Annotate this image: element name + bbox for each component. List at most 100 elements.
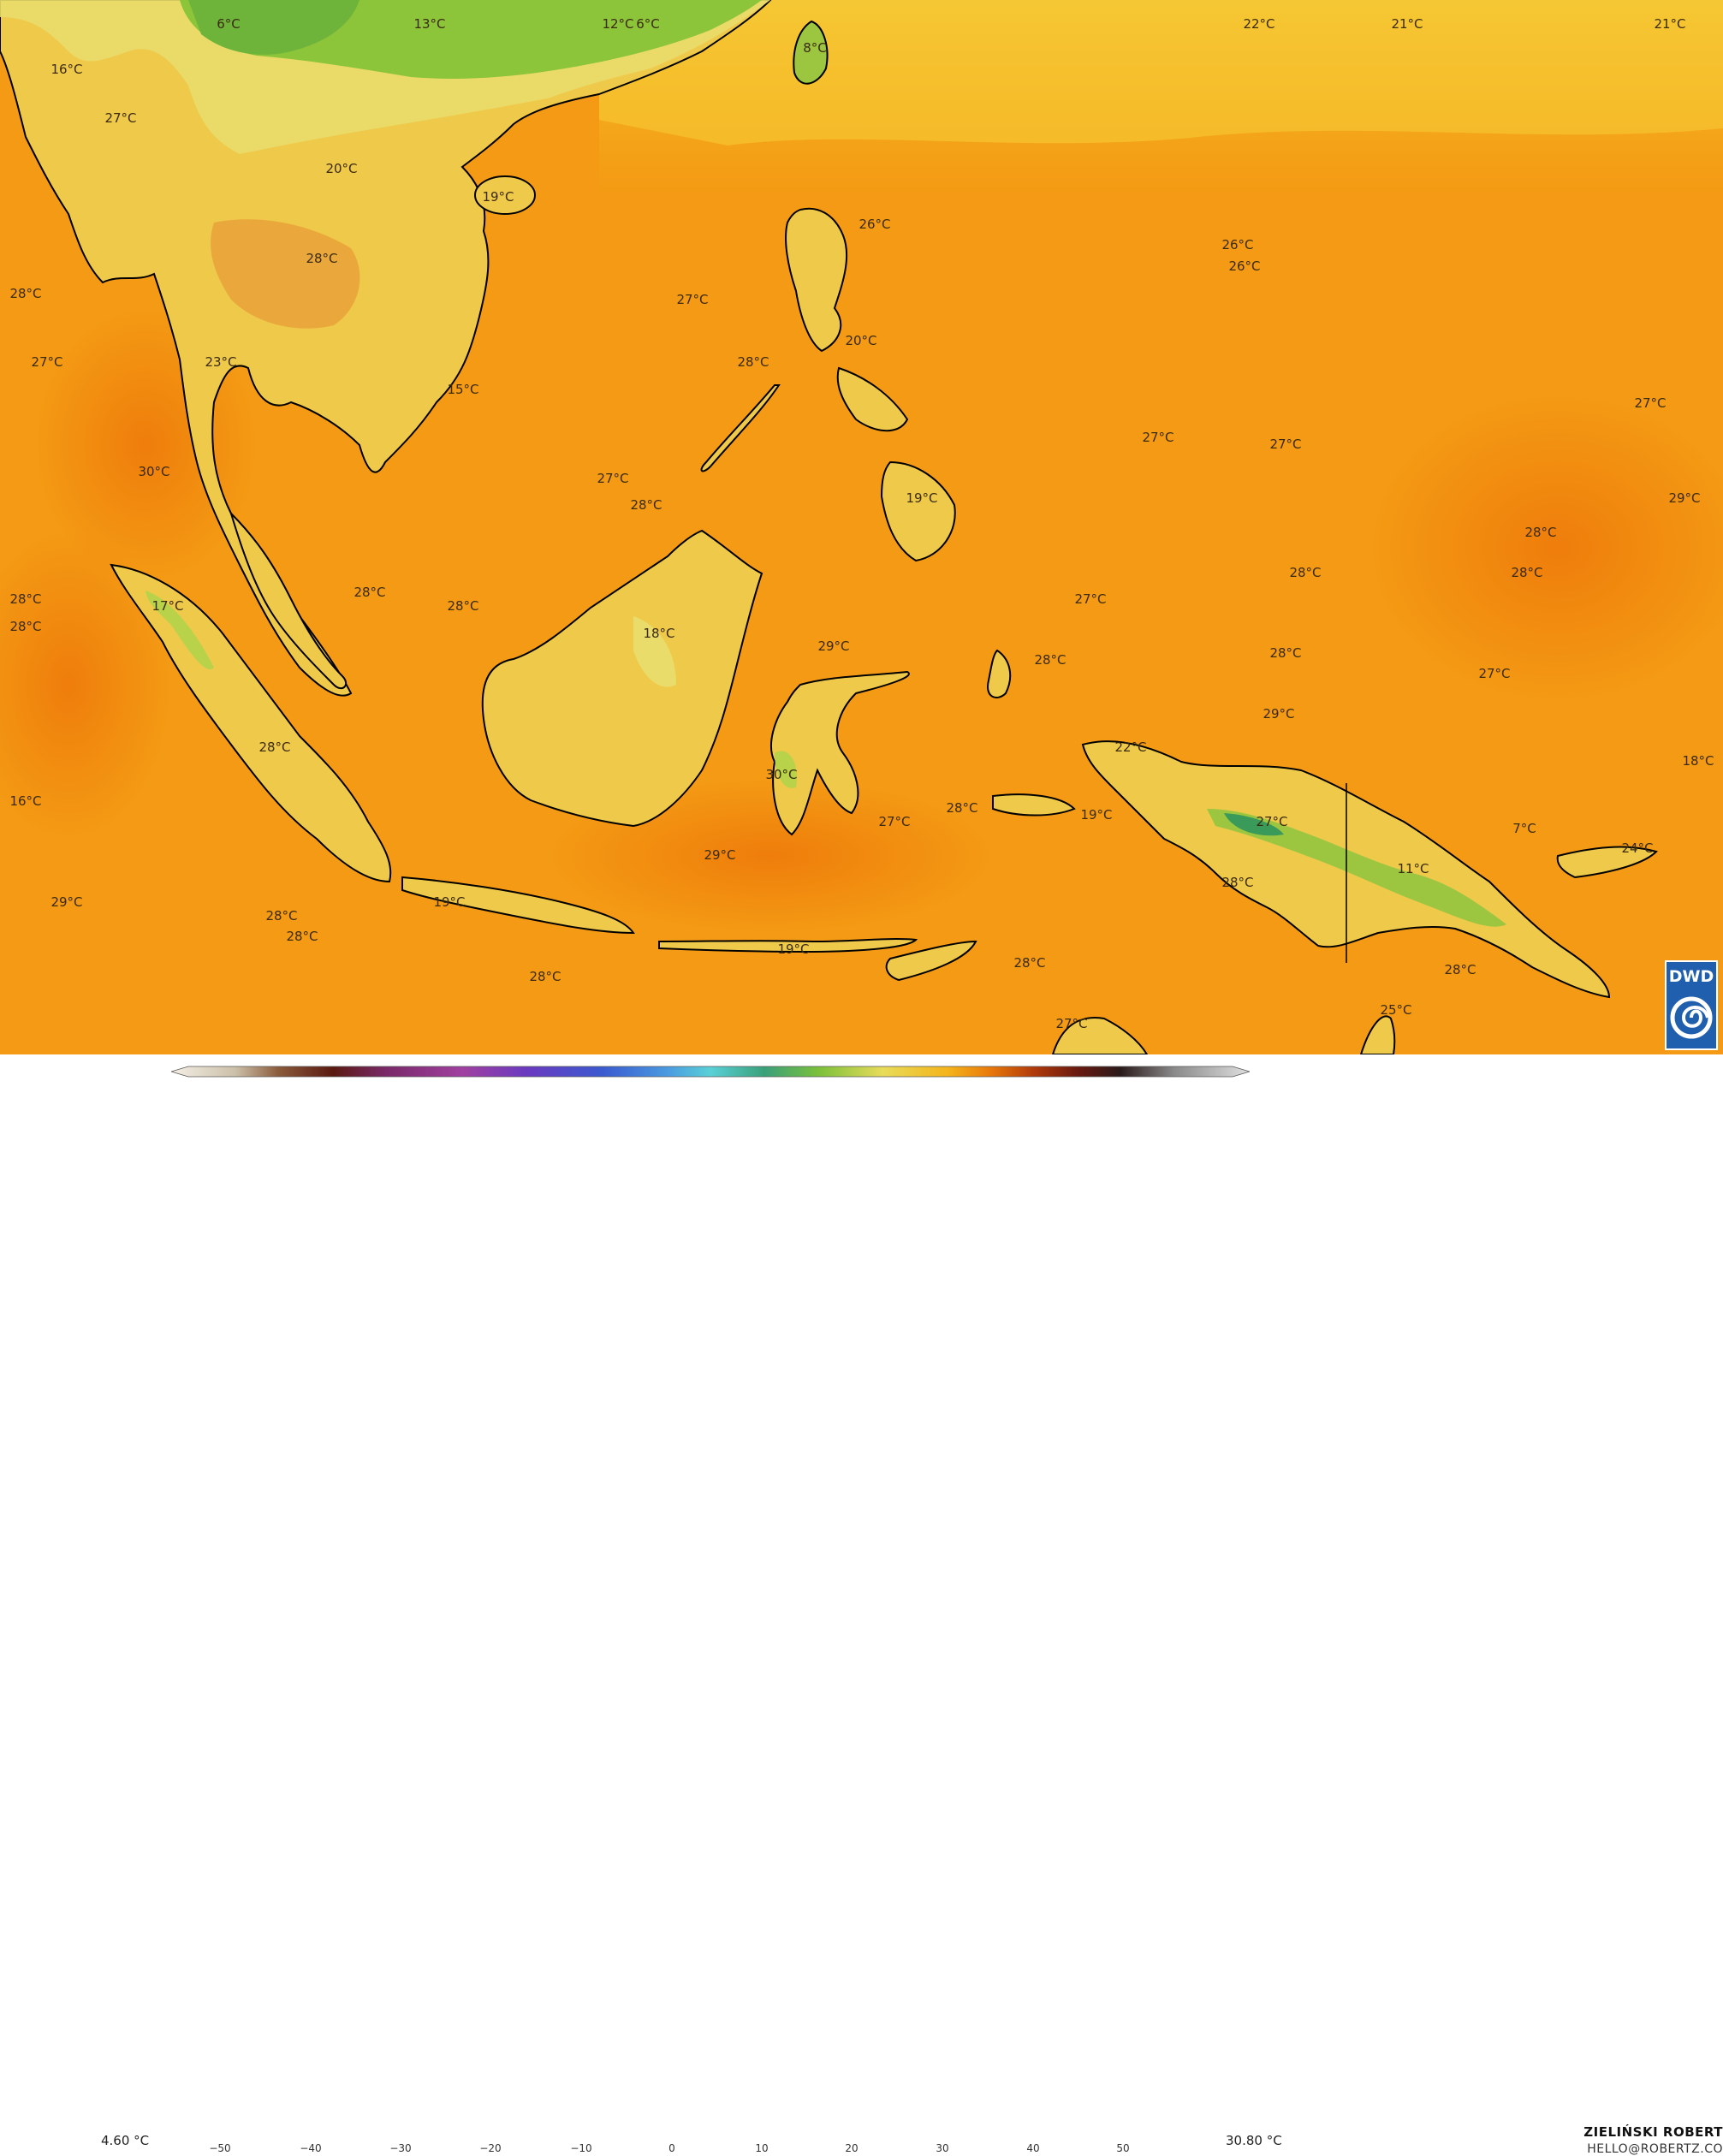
land-yunnan-green — [188, 0, 359, 55]
land-visayas — [836, 366, 909, 432]
land-java — [401, 876, 635, 935]
temperature-label: 12°C — [602, 16, 634, 32]
temperature-label: 26°C — [859, 217, 891, 232]
temperature-label: 29°C — [704, 847, 736, 863]
land-timor — [885, 940, 977, 982]
temperature-label: 28°C — [9, 619, 42, 634]
temperature-label: 15°C — [447, 382, 479, 397]
temperature-label: 22°C — [1114, 739, 1147, 755]
temperature-label: 28°C — [1034, 652, 1066, 668]
temperature-label: 27°C — [1478, 666, 1511, 681]
warm-spot-west — [0, 531, 171, 839]
land-hainan — [474, 175, 536, 215]
colorbar — [171, 1066, 1250, 1078]
author-email: HELLO@ROBERTZ.CO — [1587, 2142, 1723, 2156]
colorbar-tick: 0 — [668, 2142, 675, 2154]
temperature-label: 20°C — [845, 333, 877, 348]
temperature-label: 13°C — [413, 16, 446, 32]
temperature-label: 11°C — [1397, 861, 1429, 876]
temperature-label: 8°C — [803, 40, 827, 56]
temperature-label: 26°C — [1228, 258, 1261, 274]
land-luzon — [785, 207, 848, 353]
dwd-swirl-icon — [1670, 996, 1713, 1039]
north-pacific-band-2 — [599, 0, 1723, 146]
land-halmahera — [987, 649, 1012, 698]
land-taiwan — [793, 20, 829, 85]
colorbar-tick: 40 — [1026, 2142, 1040, 2154]
colorbar-tick: −40 — [300, 2142, 322, 2154]
temperature-label: 28°C — [258, 739, 291, 755]
colorbar-min-label: 4.60 °C — [101, 2133, 150, 2148]
land-sumatra — [110, 563, 392, 883]
land-mainland-asia — [0, 0, 772, 697]
colorbar-tick: −20 — [479, 2142, 502, 2154]
temperature-label: 27°C — [1634, 395, 1667, 411]
land-lesser-sunda — [658, 938, 918, 953]
temperature-label: 26°C — [1221, 237, 1254, 252]
land-australia-tip — [1051, 1017, 1149, 1054]
temperature-label: 28°C — [1524, 525, 1557, 540]
land-mindanao — [880, 460, 956, 562]
temperature-label: 27°C — [1269, 437, 1302, 452]
land-sulawesi — [770, 670, 910, 836]
colorbar-tick: −10 — [570, 2142, 592, 2154]
temperature-label: 16°C — [51, 62, 83, 77]
temperature-label: 24°C — [1621, 840, 1654, 856]
author-credit: ZIELIŃSKI ROBERT — [1583, 2124, 1723, 2140]
land-cambodia-warm — [211, 219, 360, 329]
land-malay-peninsula — [230, 513, 348, 690]
temperature-label: 19°C — [906, 490, 938, 506]
temperature-label: 18°C — [1682, 753, 1714, 769]
temperature-label: 28°C — [630, 497, 662, 513]
map-canvas — [0, 0, 1723, 1054]
temperature-label: 28°C — [529, 969, 561, 984]
land-cape-york — [1359, 1015, 1396, 1054]
temperature-label: 19°C — [1080, 807, 1113, 823]
colorbar-tick: 20 — [845, 2142, 859, 2154]
temperature-label: 28°C — [9, 591, 42, 607]
temperature-label: 21°C — [1654, 16, 1686, 32]
land-palawan — [700, 384, 781, 472]
temperature-label: 27°C — [676, 292, 709, 307]
colorbar-tick: 30 — [936, 2142, 949, 2154]
temperature-label: 28°C — [1013, 955, 1046, 971]
temperature-label: 18°C — [643, 626, 675, 641]
temperature-label: 28°C — [946, 800, 978, 816]
temperature-label: 29°C — [1668, 490, 1701, 506]
temperature-label: 19°C — [777, 941, 810, 957]
temperature-label: 19°C — [482, 189, 514, 205]
temperature-label: 28°C — [447, 598, 479, 614]
land-borneo-highland — [633, 616, 676, 687]
temperature-label: 28°C — [286, 929, 318, 944]
temperature-label: 25°C — [1380, 1002, 1412, 1018]
temperature-label: 28°C — [354, 585, 386, 600]
warm-spot-east — [1369, 394, 1723, 702]
temperature-label: 19°C — [433, 894, 466, 910]
temperature-label: 6°C — [217, 16, 241, 32]
temperature-label: 16°C — [9, 793, 42, 809]
temperature-label: 27°C — [31, 354, 63, 370]
dwd-logo-text: DWD — [1668, 967, 1714, 986]
temperature-label: 28°C — [306, 251, 338, 266]
temperature-label: 28°C — [1511, 565, 1543, 580]
temperature-label: 28°C — [1269, 645, 1302, 661]
temperature-label: 28°C — [1221, 875, 1254, 890]
temperature-label: 30°C — [765, 767, 798, 782]
dwd-logo: DWD — [1665, 960, 1718, 1050]
temperature-label: 30°C — [138, 464, 170, 479]
temperature-label: 27°C — [1055, 1016, 1088, 1031]
temperature-label: 29°C — [1263, 706, 1295, 722]
temperature-label: 27°C — [597, 471, 629, 486]
temperature-label: 27°C — [1256, 814, 1288, 829]
temperature-label: 27°C — [1074, 591, 1107, 607]
temperature-label: 29°C — [817, 638, 850, 654]
warm-spot-south — [548, 779, 993, 933]
temperature-label: 22°C — [1243, 16, 1275, 32]
land-sumatra-highland — [146, 591, 214, 669]
colorbar-footer: 4.60 °C 30.80 °C −50 −40 −30 −20 −10 0 1… — [0, 1054, 1723, 2156]
temperature-label: 20°C — [325, 161, 358, 176]
land-seram — [992, 793, 1076, 817]
temperature-label: 28°C — [265, 908, 298, 924]
land-new-britain — [1556, 846, 1658, 879]
temperature-label: 29°C — [51, 894, 83, 910]
